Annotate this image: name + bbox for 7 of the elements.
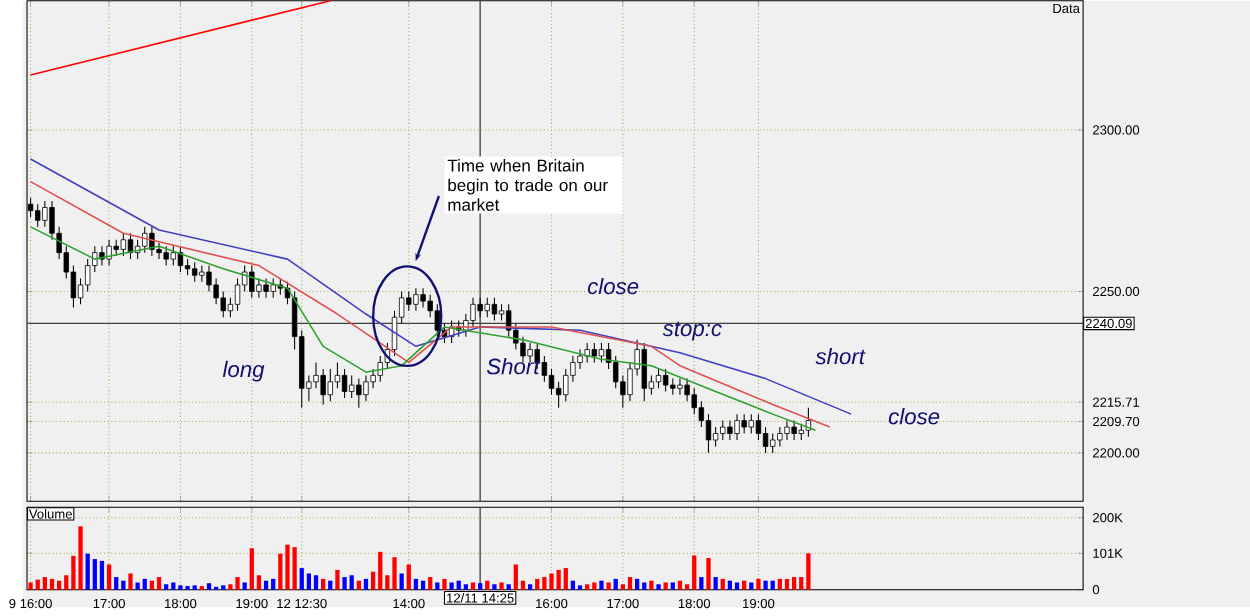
annotation: close [587, 277, 639, 294]
annotation: Time when Britain begin to trade on our market [447, 158, 608, 211]
annotation: long [222, 360, 265, 382]
annotation: short [815, 347, 866, 364]
annotation: close [888, 407, 940, 424]
annotation: Short [486, 357, 541, 374]
annotation: stop:c [662, 321, 722, 341]
